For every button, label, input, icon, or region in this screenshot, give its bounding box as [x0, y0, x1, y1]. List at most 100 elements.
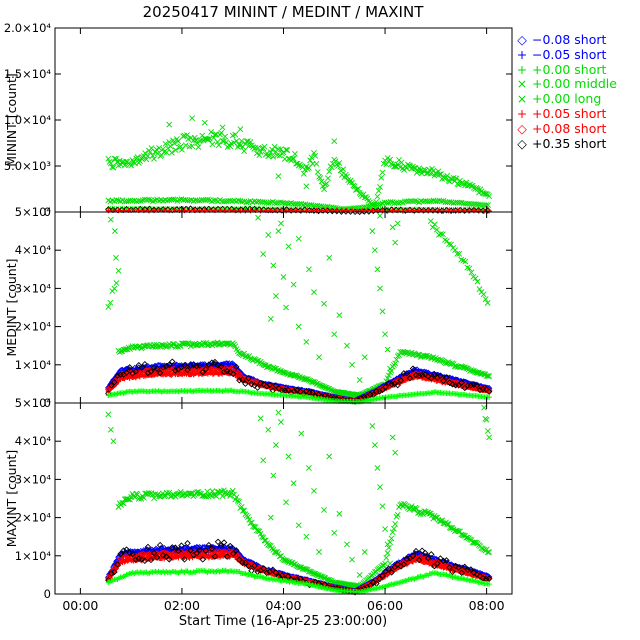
data-point — [144, 369, 152, 377]
data-point — [117, 555, 124, 562]
data-point — [199, 367, 206, 374]
data-point — [392, 521, 399, 527]
data-point — [172, 549, 179, 556]
data-point — [303, 183, 310, 190]
data-point — [483, 202, 490, 209]
data-point — [295, 522, 302, 529]
data-point — [143, 552, 150, 559]
data-point — [480, 291, 487, 298]
data-point — [457, 177, 463, 184]
data-point — [153, 146, 160, 153]
data-point — [379, 308, 386, 315]
data-point — [447, 207, 455, 214]
data-point — [392, 360, 399, 367]
data-point — [186, 490, 193, 497]
data-point — [483, 416, 490, 423]
data-point — [108, 382, 115, 389]
data-point — [229, 550, 237, 557]
data-point — [242, 559, 249, 567]
data-point — [203, 493, 209, 500]
data-point — [303, 533, 310, 540]
data-point — [431, 370, 438, 378]
data-point — [245, 374, 252, 382]
data-point — [483, 372, 490, 379]
data-point — [166, 139, 173, 145]
data-point — [219, 137, 226, 144]
data-point — [226, 366, 234, 374]
chart-title: 20250417 MININT / MEDINT / MAXINT — [143, 3, 425, 21]
data-point — [384, 346, 391, 353]
data-point — [326, 254, 333, 261]
data-point — [369, 228, 376, 235]
data-point — [377, 285, 383, 292]
y-tick-label: 2×10⁴ — [15, 511, 52, 525]
data-point — [232, 131, 239, 138]
data-point — [332, 158, 339, 165]
data-point — [257, 530, 264, 537]
data-point — [473, 382, 481, 389]
data-point — [105, 411, 112, 418]
data-point — [260, 457, 267, 464]
data-point — [149, 152, 156, 159]
data-point — [147, 148, 154, 155]
data-point — [418, 371, 426, 379]
data-point — [259, 145, 265, 152]
data-point — [394, 381, 401, 389]
data-point — [280, 274, 287, 280]
data-point — [248, 380, 255, 388]
data-point — [356, 571, 363, 578]
data-point — [214, 139, 221, 145]
data-point — [135, 552, 143, 559]
data-point — [166, 489, 173, 496]
data-point — [316, 354, 322, 361]
data-point — [114, 561, 121, 568]
data-point — [331, 529, 338, 536]
data-point — [263, 383, 270, 390]
data-point — [156, 369, 164, 377]
y-tick-label: 1×10⁴ — [15, 358, 52, 372]
data-point — [331, 331, 338, 338]
data-point — [486, 193, 493, 200]
data-point — [121, 162, 128, 169]
data-point — [144, 543, 152, 551]
data-point — [128, 162, 135, 169]
data-point — [439, 517, 446, 524]
data-point — [201, 366, 208, 373]
data-point — [222, 133, 229, 140]
data-point — [383, 570, 391, 577]
data-point — [323, 180, 330, 187]
data-point — [486, 373, 493, 380]
data-point — [113, 155, 119, 162]
data-point — [202, 547, 210, 554]
data-point — [445, 208, 452, 214]
data-point — [400, 208, 406, 214]
data-point — [220, 368, 228, 376]
data-point — [409, 552, 417, 560]
data-point — [172, 147, 179, 154]
data-point — [317, 175, 324, 181]
data-point — [256, 152, 263, 158]
data-point — [284, 147, 291, 153]
data-point — [208, 545, 216, 552]
data-point — [318, 178, 325, 185]
data-point — [108, 570, 115, 577]
data-point — [272, 569, 280, 576]
data-point — [265, 199, 272, 206]
data-point — [440, 231, 446, 238]
data-point — [314, 169, 321, 175]
data-point — [359, 208, 365, 214]
data-point — [137, 370, 144, 377]
data-point — [446, 524, 453, 531]
data-point — [138, 364, 146, 371]
data-point — [474, 278, 481, 285]
data-point — [382, 383, 389, 391]
data-point — [196, 365, 203, 373]
data-point — [467, 566, 475, 573]
data-point — [443, 557, 450, 564]
data-point — [452, 562, 459, 570]
data-point — [355, 185, 362, 192]
data-point — [376, 575, 383, 583]
data-point — [285, 453, 292, 460]
data-point — [123, 369, 130, 376]
data-point — [374, 465, 381, 471]
